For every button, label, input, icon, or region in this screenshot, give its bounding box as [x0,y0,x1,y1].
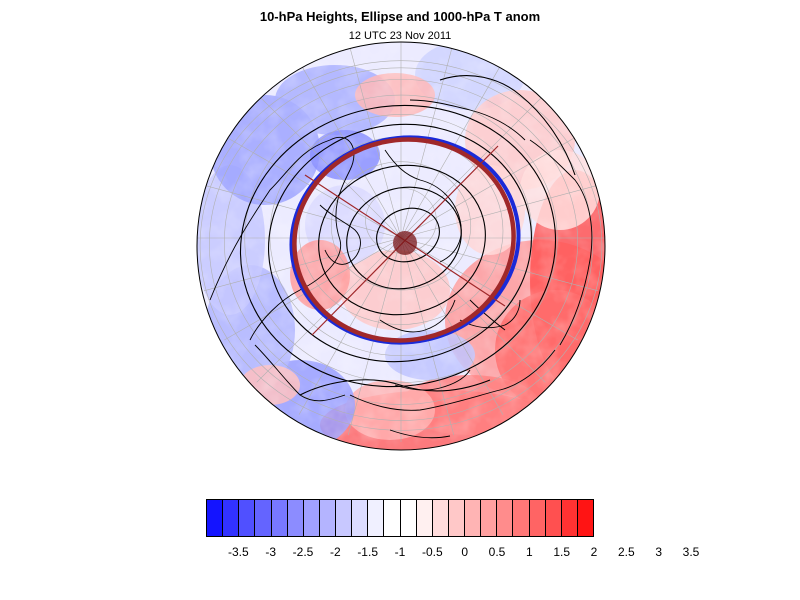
colorbar-swatch [561,500,578,536]
colorbar-label: 0 [461,545,468,559]
colorbar-swatch [287,500,304,536]
colorbar-swatch [368,500,385,536]
colorbar-swatch [513,500,530,536]
vortex-ellipse [289,135,521,345]
map-title: 10-hPa Heights, Ellipse and 1000-hPa T a… [259,9,541,24]
colorbar-swatch [207,500,224,536]
ellipse-center-marker [393,231,417,255]
colorbar-label: 1.5 [553,545,570,559]
colorbar-label: 2 [590,545,598,559]
colorbar-label: 3 [655,545,662,559]
colorbar-label: 1 [525,545,533,559]
colorbar-swatch [497,500,514,536]
colorbar-swatch [255,500,272,536]
colorbar-label: 2.5 [617,545,635,559]
colorbar-swatch [400,500,417,536]
colorbar-label: -3 [265,545,276,559]
colorbar-swatch [577,500,593,536]
colorbar-swatch [529,500,546,536]
colorbar-label: 0.5 [488,545,506,559]
colorbar-label: 3.5 [682,545,700,559]
colorbar-swatch [481,500,498,536]
colorbar-swatch [465,500,482,536]
colorbar [206,499,594,537]
colorbar-swatch [271,500,288,536]
colorbar-label: -1 [394,545,406,559]
colorbar-swatch [432,500,449,536]
colorbar-labels: -3.5 -3 -2.5 -2 -1.5 -1 -0.5 0 0.5 1 1.5 2 2.5 3 3.5 [206,545,699,563]
colorbar-label: -2 [329,545,341,559]
coastlines [209,99,593,439]
lat-lon-grid [197,42,605,442]
colorbar-swatch [319,500,336,536]
colorbar-swatch [239,500,256,536]
ellipse-outline [292,137,516,343]
colorbar-swatch [545,500,562,536]
colorbar-label: -3.5 [227,545,249,559]
colorbar-label: -1.5 [357,545,378,559]
colorbar-label: -2.5 [292,545,314,559]
globe-outline [196,41,606,451]
colorbar-swatch [416,500,433,536]
colorbar-swatches [206,499,594,537]
colorbar-swatch [223,500,240,536]
height-contours [239,75,576,396]
colorbar-swatch [384,500,401,536]
map-subtitle: 12 UTC 23 Nov 2011 [348,30,452,42]
colorbar-swatch [336,500,353,536]
colorbar-label: -0.5 [421,545,443,559]
colorbar-swatch [352,500,369,536]
colorbar-swatch [448,500,465,536]
colorbar-swatch [303,500,320,536]
